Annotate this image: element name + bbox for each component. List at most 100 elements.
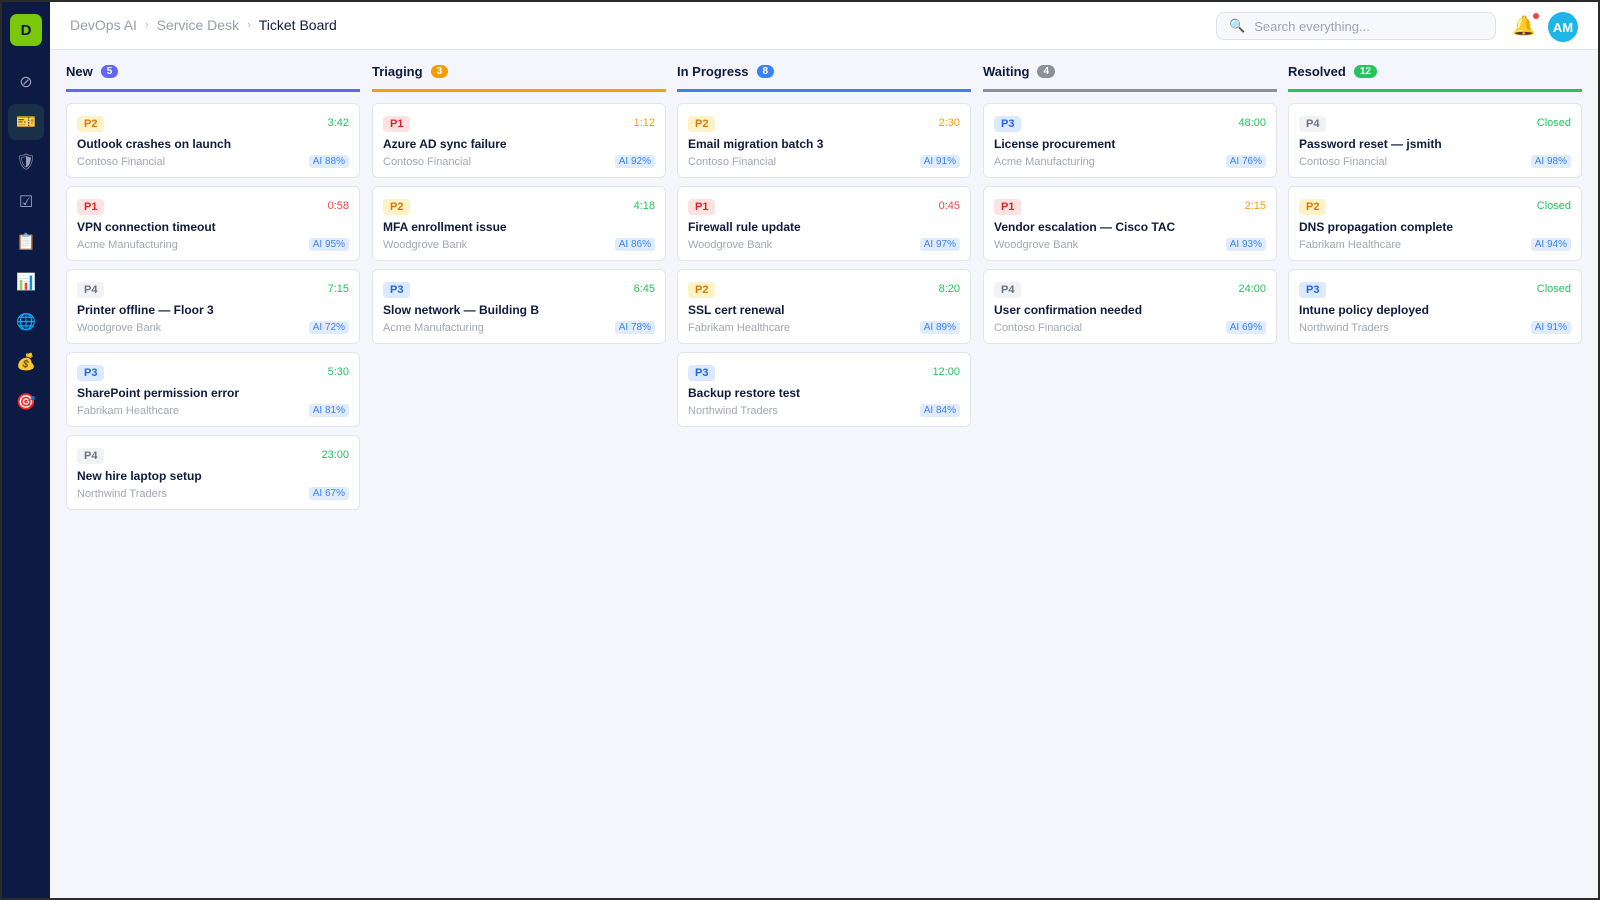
priority-badge: P4 [77, 282, 105, 298]
ticket-card[interactable]: P3 48:00 License procurement Acme Manufa… [983, 103, 1277, 178]
ticket-title: New hire laptop setup [77, 469, 202, 483]
priority-badge: P2 [1299, 199, 1327, 215]
priority-badge: P3 [994, 116, 1022, 132]
ticket-card[interactable]: P4 23:00 New hire laptop setup Northwind… [66, 435, 360, 510]
app-logo[interactable]: D [10, 14, 42, 46]
breadcrumb-current: Ticket Board [258, 17, 337, 33]
ai-confidence-badge: AI 88% [308, 155, 349, 168]
priority-badge: P3 [688, 365, 716, 381]
column-count-badge: 3 [430, 65, 449, 78]
ai-confidence-badge: AI 95% [308, 238, 349, 251]
column-count-badge: 4 [1037, 65, 1056, 78]
client-name: Contoso Financial [688, 156, 777, 168]
ai-confidence-badge: AI 69% [1225, 321, 1266, 334]
sidebar-item-billing[interactable]: 💰 [8, 344, 44, 380]
column-header: In Progress 8 [677, 50, 971, 92]
ticket-card[interactable]: P3 5:30 SharePoint permission error Fabr… [66, 352, 360, 427]
security-icon: 🛡 [15, 154, 37, 171]
column-waiting: Waiting 4 P3 48:00 License procurement A… [983, 50, 1277, 344]
client-name: Fabrikam Healthcare [688, 322, 791, 334]
breadcrumb-service-desk[interactable]: Service Desk [156, 17, 240, 33]
notifications-bell-icon[interactable]: 🔔 [1512, 13, 1539, 38]
breadcrumb-devops-ai[interactable]: DevOps AI [70, 17, 137, 33]
ticket-card[interactable]: P2 Closed DNS propagation complete Fabri… [1288, 186, 1582, 261]
column-resolved: Resolved 12 P4 Closed Password reset — j… [1288, 50, 1582, 344]
ai-confidence-badge: AI 84% [919, 404, 960, 417]
tasks-icon: ☑ [18, 194, 34, 211]
ticket-card[interactable]: P2 8:20 SSL cert renewal Fabrikam Health… [677, 269, 971, 344]
column-count-badge: 5 [100, 65, 119, 78]
priority-badge: P3 [1299, 282, 1327, 298]
sla-timer: 1:12 [633, 117, 655, 129]
ticket-card[interactable]: P1 0:58 VPN connection timeout Acme Manu… [66, 186, 360, 261]
sla-timer: 7:15 [327, 283, 349, 295]
goals-icon: 🎯 [16, 394, 36, 411]
priority-badge: P2 [688, 282, 716, 298]
ticket-title: Password reset — jsmith [1299, 137, 1442, 151]
ticket-card[interactable]: P1 0:45 Firewall rule update Woodgrove B… [677, 186, 971, 261]
column-count-badge: 8 [756, 65, 775, 78]
ticket-card[interactable]: P1 2:15 Vendor escalation — Cisco TAC Wo… [983, 186, 1277, 261]
client-name: Northwind Traders [688, 405, 778, 417]
ticket-title: Backup restore test [688, 386, 801, 400]
sidebar-item-goals[interactable]: 🎯 [8, 384, 44, 420]
ticket-title: SharePoint permission error [77, 386, 240, 400]
client-name: Contoso Financial [383, 156, 472, 168]
ai-confidence-badge: AI 92% [614, 155, 655, 168]
top-header: DevOps AI › Service Desk › Ticket Board … [50, 2, 1598, 50]
search-input[interactable]: 🔍 Search everything... [1216, 12, 1496, 40]
ticket-card[interactable]: P3 Closed Intune policy deployed Northwi… [1288, 269, 1582, 344]
column-header: Resolved 12 [1288, 50, 1582, 92]
reports-icon: 📊 [16, 274, 36, 291]
ticket-title: Intune policy deployed [1299, 303, 1430, 317]
column-title: In Progress [677, 64, 749, 79]
ticket-card[interactable]: P4 24:00 User confirmation needed Contos… [983, 269, 1277, 344]
search-placeholder: Search everything... [1254, 18, 1370, 34]
sidebar-item-reports[interactable]: 📊 [8, 264, 44, 300]
sidebar-item-clipboard[interactable]: 📋 [8, 224, 44, 260]
client-name: Contoso Financial [1299, 156, 1388, 168]
sla-timer: 4:18 [633, 200, 655, 212]
ticket-card[interactable]: P4 7:15 Printer offline — Floor 3 Woodgr… [66, 269, 360, 344]
sla-timer: 0:45 [938, 200, 960, 212]
network-icon: 🌐 [16, 314, 36, 331]
ticket-card[interactable]: P2 2:30 Email migration batch 3 Contoso … [677, 103, 971, 178]
chevron-right-icon: › [247, 19, 251, 31]
sidebar-item-tasks[interactable]: ☑ [8, 184, 44, 220]
column-title: Resolved [1288, 64, 1346, 79]
ticket-card[interactable]: P3 6:45 Slow network — Building B Acme M… [372, 269, 666, 344]
priority-badge: P2 [688, 116, 716, 132]
priority-badge: P2 [77, 116, 105, 132]
priority-badge: P4 [77, 448, 105, 464]
column-header: New 5 [66, 50, 360, 92]
sidebar: D ⊘ 🎫 🛡 ☑ 📋 📊 🌐 💰 🎯 [2, 2, 50, 898]
sidebar-item-dashboard[interactable]: ⊘ [8, 64, 44, 100]
client-name: Woodgrove Bank [688, 239, 773, 251]
sla-timer: 6:45 [633, 283, 655, 295]
sidebar-item-security[interactable]: 🛡 [8, 144, 44, 180]
priority-badge: P3 [383, 282, 411, 298]
priority-badge: P2 [383, 199, 411, 215]
client-name: Woodgrove Bank [383, 239, 468, 251]
ai-confidence-badge: AI 98% [1530, 155, 1571, 168]
client-name: Fabrikam Healthcare [1299, 239, 1402, 251]
ticket-title: License procurement [994, 137, 1116, 151]
ticket-title: VPN connection timeout [77, 220, 216, 234]
ticket-card[interactable]: P3 12:00 Backup restore test Northwind T… [677, 352, 971, 427]
client-name: Woodgrove Bank [994, 239, 1079, 251]
ai-confidence-badge: AI 91% [1530, 321, 1571, 334]
ticket-title: MFA enrollment issue [383, 220, 507, 234]
sla-timer: 0:58 [327, 200, 349, 212]
ticket-title: Firewall rule update [688, 220, 801, 234]
sidebar-item-tickets[interactable]: 🎫 [8, 104, 44, 140]
ticket-card[interactable]: P4 Closed Password reset — jsmith Contos… [1288, 103, 1582, 178]
column-triaging: Triaging 3 P1 1:12 Azure AD sync failure… [372, 50, 666, 344]
ticket-title: Slow network — Building B [383, 303, 539, 317]
ticket-title: Vendor escalation — Cisco TAC [994, 220, 1176, 234]
user-avatar[interactable]: AM [1548, 12, 1578, 42]
sidebar-item-network[interactable]: 🌐 [8, 304, 44, 340]
priority-badge: P1 [994, 199, 1022, 215]
ticket-card[interactable]: P2 3:42 Outlook crashes on launch Contos… [66, 103, 360, 178]
ticket-card[interactable]: P1 1:12 Azure AD sync failure Contoso Fi… [372, 103, 666, 178]
ticket-card[interactable]: P2 4:18 MFA enrollment issue Woodgrove B… [372, 186, 666, 261]
